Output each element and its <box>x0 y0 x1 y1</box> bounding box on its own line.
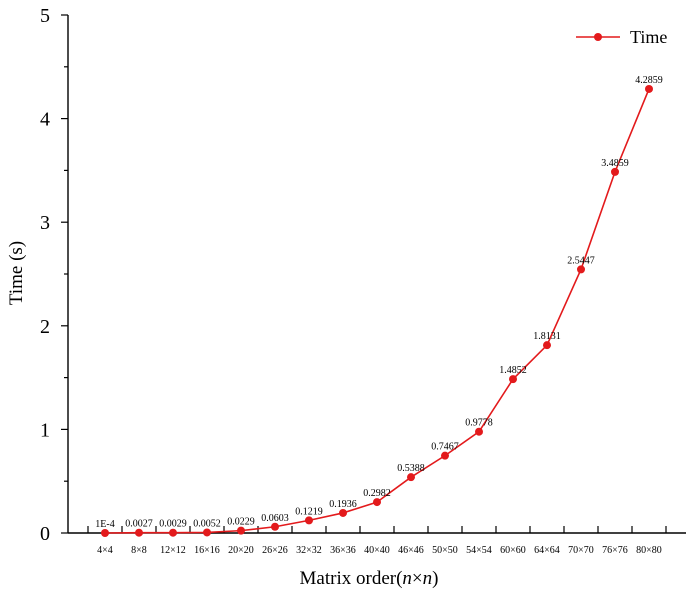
axes <box>67 15 686 534</box>
data-point <box>169 528 177 537</box>
x-tick-label-36×36: 36×36 <box>330 545 356 556</box>
y-axis-ticks: 0 1 2 3 4 5 <box>40 5 68 545</box>
x-tick-label-12×12: 12×12 <box>160 545 186 556</box>
x-tick-label-46×46: 46×46 <box>398 545 424 556</box>
x-tick-label-20×20: 20×20 <box>228 545 254 556</box>
data-label: 0.0029 <box>159 519 187 530</box>
data-label: 0.9778 <box>465 418 493 429</box>
data-point <box>645 84 653 93</box>
series-line-time <box>104 88 650 534</box>
data-label: 2.5447 <box>567 255 595 266</box>
data-label: 4.2859 <box>635 75 663 86</box>
data-point <box>509 375 517 384</box>
x-tick-label-8×8: 8×8 <box>131 545 147 556</box>
y-tick-label-1: 1 <box>40 419 50 441</box>
data-label: 0.0052 <box>193 518 221 529</box>
y-tick-label-5: 5 <box>40 5 50 27</box>
data-point <box>611 167 619 176</box>
data-label: 1.4852 <box>499 365 527 376</box>
data-point <box>339 508 347 517</box>
data-point <box>203 528 211 537</box>
data-label: 0.0603 <box>261 513 289 524</box>
y-tick-label-3: 3 <box>40 212 50 234</box>
legend-marker <box>594 33 602 41</box>
data-point <box>271 522 279 531</box>
x-axis-title: Matrix order(n×n) <box>300 568 439 589</box>
x-tick-label-60×60: 60×60 <box>500 545 526 556</box>
data-label: 3.4859 <box>601 158 629 169</box>
data-point <box>543 341 551 350</box>
x-tick-label-16×16: 16×16 <box>194 545 220 556</box>
data-point <box>237 526 245 535</box>
data-label: 0.2982 <box>363 488 391 499</box>
data-point <box>407 473 415 482</box>
x-tick-label-50×50: 50×50 <box>432 545 458 556</box>
x-tick-label-4×4: 4×4 <box>97 545 113 556</box>
legend: Time <box>576 27 667 47</box>
data-point <box>305 516 313 525</box>
data-label: 0.7467 <box>431 442 459 453</box>
x-tick-label-64×64: 64×64 <box>534 545 560 556</box>
x-tick-label-40×40: 40×40 <box>364 545 390 556</box>
x-tick-label-76×76: 76×76 <box>602 545 628 556</box>
data-label: 0.1936 <box>329 499 357 510</box>
data-point <box>577 265 585 274</box>
data-label: 1.8131 <box>533 331 561 342</box>
data-point <box>373 498 381 507</box>
data-label: 1E-4 <box>95 519 114 530</box>
data-point <box>135 528 143 537</box>
data-label: 0.0027 <box>125 519 153 530</box>
data-point <box>101 528 109 537</box>
x-axis-ticks: 4×4 8×8 12×12 16×16 20×20 26×26 32×32 36×36 40×4… <box>87 526 667 556</box>
data-label: 0.1219 <box>295 506 323 517</box>
series-time <box>101 84 653 537</box>
y-tick-label-2: 2 <box>40 316 50 338</box>
data-label: 0.0229 <box>227 517 255 528</box>
data-labels: 1E-4 0.0027 0.0029 0.0052 0.0229 0.0603 0.1219… <box>95 75 662 530</box>
x-tick-label-54×54: 54×54 <box>466 545 492 556</box>
x-tick-label-26×26: 26×26 <box>262 545 288 556</box>
legend-label: Time <box>630 27 667 47</box>
y-axis-title: Time (s) <box>6 241 27 305</box>
x-tick-label-80×80: 80×80 <box>636 545 662 556</box>
x-tick-label-70×70: 70×70 <box>568 545 594 556</box>
data-point <box>441 451 449 460</box>
data-label: 0.5388 <box>397 463 425 474</box>
y-tick-label-0: 0 <box>40 523 50 545</box>
y-tick-label-4: 4 <box>40 109 50 131</box>
x-tick-label-32×32: 32×32 <box>296 545 322 556</box>
data-point <box>475 427 483 436</box>
